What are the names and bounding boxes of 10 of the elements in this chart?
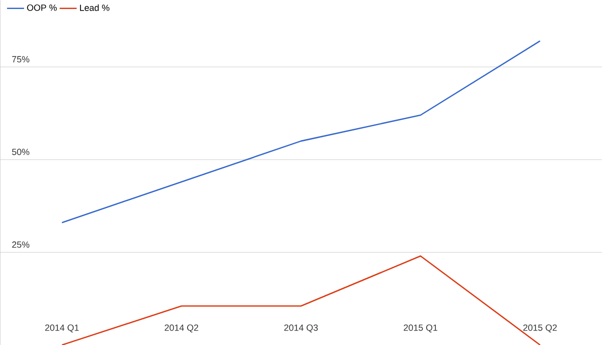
legend-label: OOP % (27, 4, 57, 11)
x-tick-label: 2015 Q2 (523, 324, 557, 332)
y-tick-label: 50% (12, 148, 30, 156)
x-tick-label: 2015 Q1 (404, 324, 438, 332)
x-tick-label: 2014 Q1 (45, 324, 79, 332)
y-tick-label: 75% (12, 56, 30, 62)
x-tick-label: 2014 Q3 (284, 324, 318, 332)
y-tick-label: 25% (12, 241, 30, 248)
x-tick-label: 2014 Q2 (164, 324, 198, 332)
legend-label: Lead % (80, 4, 110, 11)
